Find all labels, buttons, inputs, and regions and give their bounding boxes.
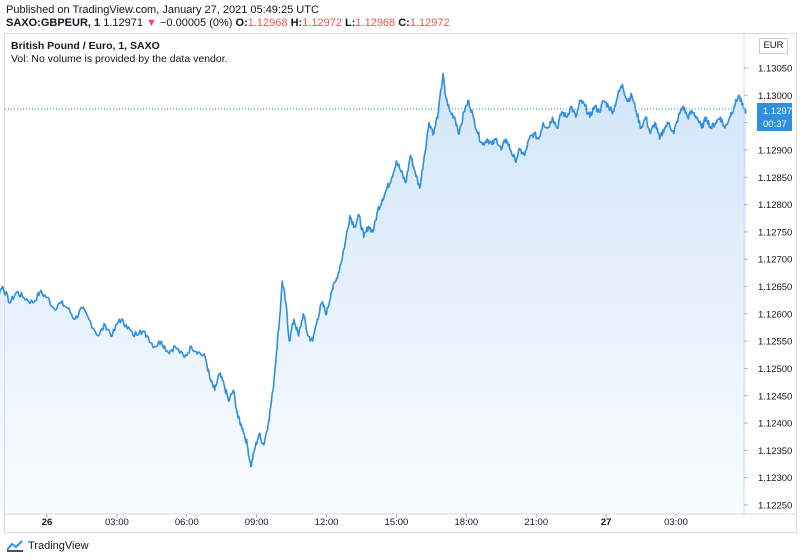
price-series-line: [0, 72, 747, 468]
price-tick-label: 1.12900: [758, 145, 792, 156]
price-area-fill: [0, 73, 746, 514]
symbol-quote-bar: SAXO:GBPEUR, 1 1.12971 ▼ −0.00005 (0%) O…: [6, 17, 450, 29]
currency-button[interactable]: EUR: [759, 38, 788, 54]
price-tick-label: 1.12800: [758, 200, 792, 211]
price-tick-label: 1.13000: [758, 91, 792, 102]
time-tick-label: 09:00: [245, 517, 269, 528]
close-value: 1.12972: [409, 17, 450, 29]
time-tick-label: 21:00: [524, 517, 548, 528]
time-tick-label: 03:00: [105, 517, 129, 528]
price-tick-label: 1.12700: [758, 255, 792, 266]
chart-frame: [4, 33, 797, 533]
price-tick-label: 1.12250: [758, 501, 792, 512]
low-value: 1.12968: [355, 17, 396, 29]
high-value: 1.12972: [302, 17, 342, 29]
price-tag-countdown: 00:37: [763, 119, 787, 130]
close-label: C:: [398, 17, 410, 29]
time-tick-label: 26: [42, 517, 53, 528]
price-tick-label: 1.12400: [758, 419, 792, 430]
price-tick-label: 1.12350: [758, 446, 792, 457]
last-price: 1.12971: [103, 17, 143, 29]
time-tick-label: 12:00: [315, 517, 339, 528]
price-tick-label: 1.13050: [758, 64, 792, 75]
price-tick-label: 1.12450: [758, 391, 792, 402]
time-tick-label: 27: [601, 517, 612, 528]
low-label: L:: [345, 17, 356, 29]
price-tick-label: 1.12500: [758, 364, 792, 375]
price-tick-label: 1.12850: [758, 173, 792, 184]
tradingview-logo[interactable]: TradingView: [6, 540, 89, 552]
high-label: H:: [290, 17, 303, 29]
open-label: O:: [235, 17, 248, 29]
time-tick-label: 18:00: [454, 517, 478, 528]
price-tick-label: 1.12550: [758, 337, 792, 348]
price-tick-label: 1.12750: [758, 227, 792, 238]
volume-note: Vol: No volume is provided by the data v…: [11, 53, 228, 65]
open-value: 1.12968: [247, 17, 288, 29]
price-axis[interactable]: 1.130501.130001.129501.129001.128501.128…: [744, 64, 792, 512]
price-change: −0.00005 (0%): [159, 17, 233, 29]
price-tag: 1.12972 00:37: [757, 103, 797, 131]
published-note: Published on TradingView.com, January 27…: [6, 4, 319, 16]
time-tick-label: 03:00: [664, 517, 688, 528]
price-tick-label: 1.12650: [758, 282, 792, 293]
down-arrow-icon: ▼: [146, 17, 157, 29]
chart-legend-title: British Pound / Euro, 1, SAXO: [11, 40, 160, 52]
tradingview-logo-icon: [6, 540, 23, 552]
symbol-name: SAXO:GBPEUR, 1: [6, 17, 101, 29]
time-axis[interactable]: 26 03:00 06:00 09:00 12:00 15:00 18:00 21:00 27 0…: [42, 514, 688, 528]
time-tick-label: 06:00: [175, 517, 199, 528]
time-tick-label: 15:00: [385, 517, 409, 528]
price-tick-label: 1.12600: [758, 309, 792, 320]
price-tag-value: 1.12972: [763, 106, 797, 117]
brand-name: TradingView: [28, 540, 89, 552]
price-tick-label: 1.12300: [758, 473, 792, 484]
